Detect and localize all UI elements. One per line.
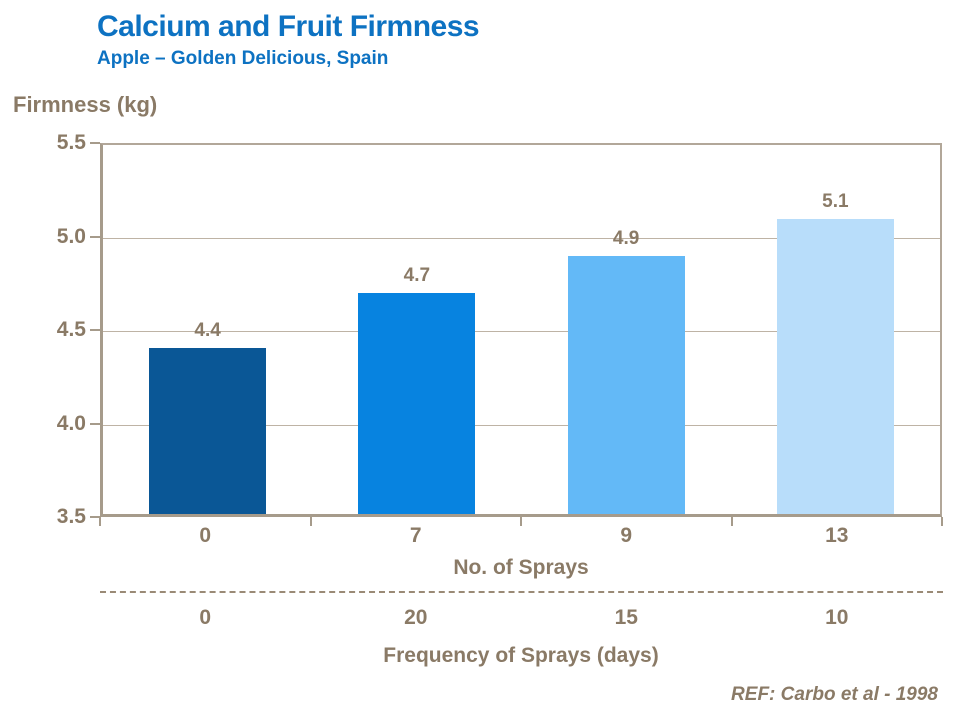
y-axis-tick-mark (90, 329, 100, 331)
y-axis-tick-mark (90, 422, 100, 425)
x-tick-labels-sprays: 0 7 9 13 (100, 524, 942, 548)
y-axis-tick-mark (90, 142, 100, 144)
chart-title: Calcium and Fruit Firmness (97, 10, 480, 43)
bar-slot: 4.4 (103, 145, 312, 514)
y-axis-tick-label: 3.5 (56, 505, 86, 528)
x-tick-label-frequency: 20 (404, 606, 428, 629)
y-axis-title: Firmness (kg) (13, 92, 158, 117)
x-tick-label-frequency: 15 (614, 606, 638, 629)
bars-container: 4.4 4.7 4.9 5.1 (103, 145, 940, 514)
bar-value-label: 4.9 (612, 227, 640, 249)
bar-slot: 5.1 (731, 145, 940, 514)
x-axis-tick-mark (941, 517, 943, 526)
x-tick-label-sprays: 7 (409, 524, 422, 547)
gridline (103, 331, 940, 332)
x-tick-label-sprays: 13 (825, 524, 849, 547)
y-axis-tick-label: 5.5 (56, 131, 86, 154)
x-tick-label-frequency: 0 (199, 606, 212, 629)
plot-area: 4.4 4.7 4.9 5.1 (100, 143, 942, 517)
gridline (103, 424, 940, 426)
x-axis-tick-mark (309, 517, 312, 526)
x-tick-label-frequency: 10 (825, 606, 849, 629)
bar-slot: 4.7 (312, 145, 521, 514)
x-axis-tick-mark (730, 517, 733, 526)
bar (358, 292, 476, 514)
y-axis-tick-label: 5.0 (56, 224, 86, 248)
bar-value-label: 4.4 (194, 319, 221, 341)
y-axis-tick-mark (90, 516, 100, 518)
bar (776, 218, 894, 514)
bar-value-label: 4.7 (403, 264, 431, 286)
bar (567, 255, 685, 514)
y-axis-tick-mark (90, 235, 100, 238)
reference-text: REF: Carbo et al - 1998 (731, 684, 938, 705)
bar (149, 347, 267, 514)
x-axis-label-frequency: Frequency of Sprays (days) (383, 644, 659, 667)
x-axis-tick-mark (99, 517, 101, 526)
x-tick-label-sprays: 0 (199, 524, 212, 547)
bar-slot: 4.9 (522, 145, 731, 514)
x-tick-label-sprays: 9 (620, 524, 633, 547)
gridline (103, 237, 940, 239)
y-axis-tick-label: 4.5 (56, 318, 86, 341)
x-axis-label-sprays: No. of Sprays (453, 556, 589, 579)
chart-subtitle: Apple – Golden Delicious, Spain (97, 48, 389, 69)
x-tick-labels-frequency: 0 20 15 10 (100, 606, 942, 630)
x-axis-tick-mark (520, 517, 522, 526)
bar-value-label: 5.1 (822, 190, 849, 212)
dashed-divider (100, 591, 943, 593)
y-axis-tick-label: 4.0 (56, 411, 86, 435)
